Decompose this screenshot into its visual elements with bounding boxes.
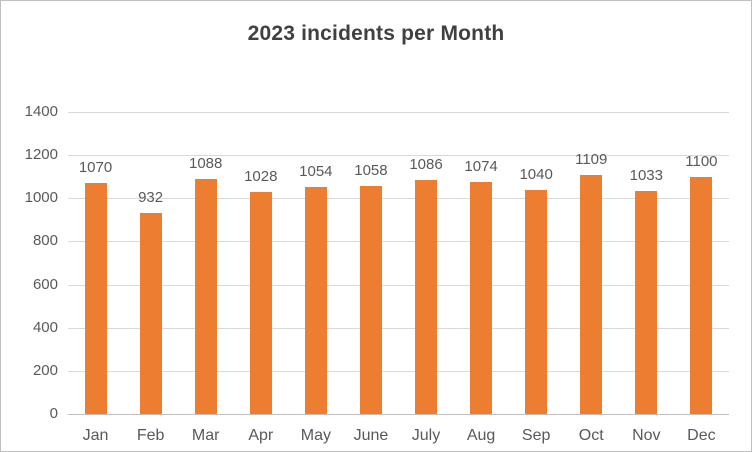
bar-Dec xyxy=(690,176,713,414)
gridline xyxy=(68,198,729,200)
y-tick-label: 1200 xyxy=(24,146,58,164)
bar-July xyxy=(415,179,437,414)
bar-slot: 1058 xyxy=(343,112,398,414)
x-tick-label: Sep xyxy=(521,427,551,444)
y-axis: 0 200 400 600 800 1000 1200 1400 xyxy=(1,104,58,422)
y-tick-label: 0 xyxy=(49,405,58,422)
bar-value-label: 1070 xyxy=(78,159,113,177)
bar-value-label: 1086 xyxy=(409,155,443,173)
gridline xyxy=(68,155,729,157)
y-tick-label: 400 xyxy=(32,318,58,336)
chart-title: 2023 incidents per Month xyxy=(247,22,505,45)
plot-area: 1070 932 1088 1028 1054 1058 1086 1074 1040 1109 1… xyxy=(68,112,729,415)
y-tick-label: 1400 xyxy=(24,103,58,120)
bar-Nov xyxy=(635,191,658,414)
bar-Oct xyxy=(580,174,603,414)
bar-June xyxy=(359,185,382,414)
bar-slot: 1054 xyxy=(288,112,343,414)
bar-series: 1070 932 1088 1028 1054 1058 1086 1074 1040 1109 1… xyxy=(68,112,729,414)
x-tick-label: Dec xyxy=(687,427,716,444)
bar-value-label: 1109 xyxy=(575,150,608,168)
bar-Sep xyxy=(525,189,548,414)
x-axis: Jan Feb Mar Apr May June July Aug Sep Oct Nov Dec xyxy=(68,427,729,445)
x-tick-label: July xyxy=(411,427,441,444)
bar-value-label: 1058 xyxy=(354,161,388,179)
bar-slot: 1070 xyxy=(68,112,123,414)
bar-slot: 1100 xyxy=(674,112,729,414)
bar-value-label: 1033 xyxy=(629,167,663,185)
bar-slot: 1074 xyxy=(454,112,509,414)
bar-value-label: 1074 xyxy=(464,158,498,176)
gridline xyxy=(68,241,729,243)
y-tick-label: 800 xyxy=(32,232,58,250)
x-tick-label: Apr xyxy=(248,427,274,444)
bar-slot: 1040 xyxy=(509,112,564,414)
bar-value-label: 1040 xyxy=(519,165,553,183)
bar-slot: 1088 xyxy=(178,112,233,414)
x-tick-label: Oct xyxy=(578,427,604,444)
bar-Feb xyxy=(139,212,162,414)
bar-value-label: 1054 xyxy=(299,162,333,180)
x-tick-label: June xyxy=(353,427,389,444)
x-tick-label: Aug xyxy=(466,427,496,444)
bar-slot: 1028 xyxy=(233,112,288,414)
bar-slot: 932 xyxy=(123,112,178,414)
bar-slot: 1086 xyxy=(398,112,453,414)
y-tick-label: 200 xyxy=(32,361,58,379)
bar-value-label: 1088 xyxy=(189,155,223,173)
bar-value-label: 1028 xyxy=(244,168,278,186)
bar-slot: 1109 xyxy=(564,112,619,414)
gridline xyxy=(68,327,729,329)
bar-Aug xyxy=(470,182,493,414)
y-tick-label: 600 xyxy=(32,275,58,293)
x-tick-label: Jan xyxy=(82,427,109,444)
bar-Mar xyxy=(194,179,217,414)
bar-Apr xyxy=(249,192,272,414)
bar-value-label: 932 xyxy=(138,188,164,206)
gridline xyxy=(68,284,729,286)
x-tick-label: Feb xyxy=(136,427,165,444)
x-tick-label: Mar xyxy=(191,427,220,444)
bar-Jan xyxy=(84,183,107,414)
y-tick-label: 1000 xyxy=(24,189,58,207)
bar-slot: 1033 xyxy=(619,112,674,414)
gridline xyxy=(68,112,729,113)
bar-value-label: 1100 xyxy=(685,152,718,170)
x-tick-label: Nov xyxy=(632,427,661,444)
bar-May xyxy=(304,186,327,414)
x-tick-label: May xyxy=(300,427,331,444)
gridline xyxy=(68,370,729,372)
